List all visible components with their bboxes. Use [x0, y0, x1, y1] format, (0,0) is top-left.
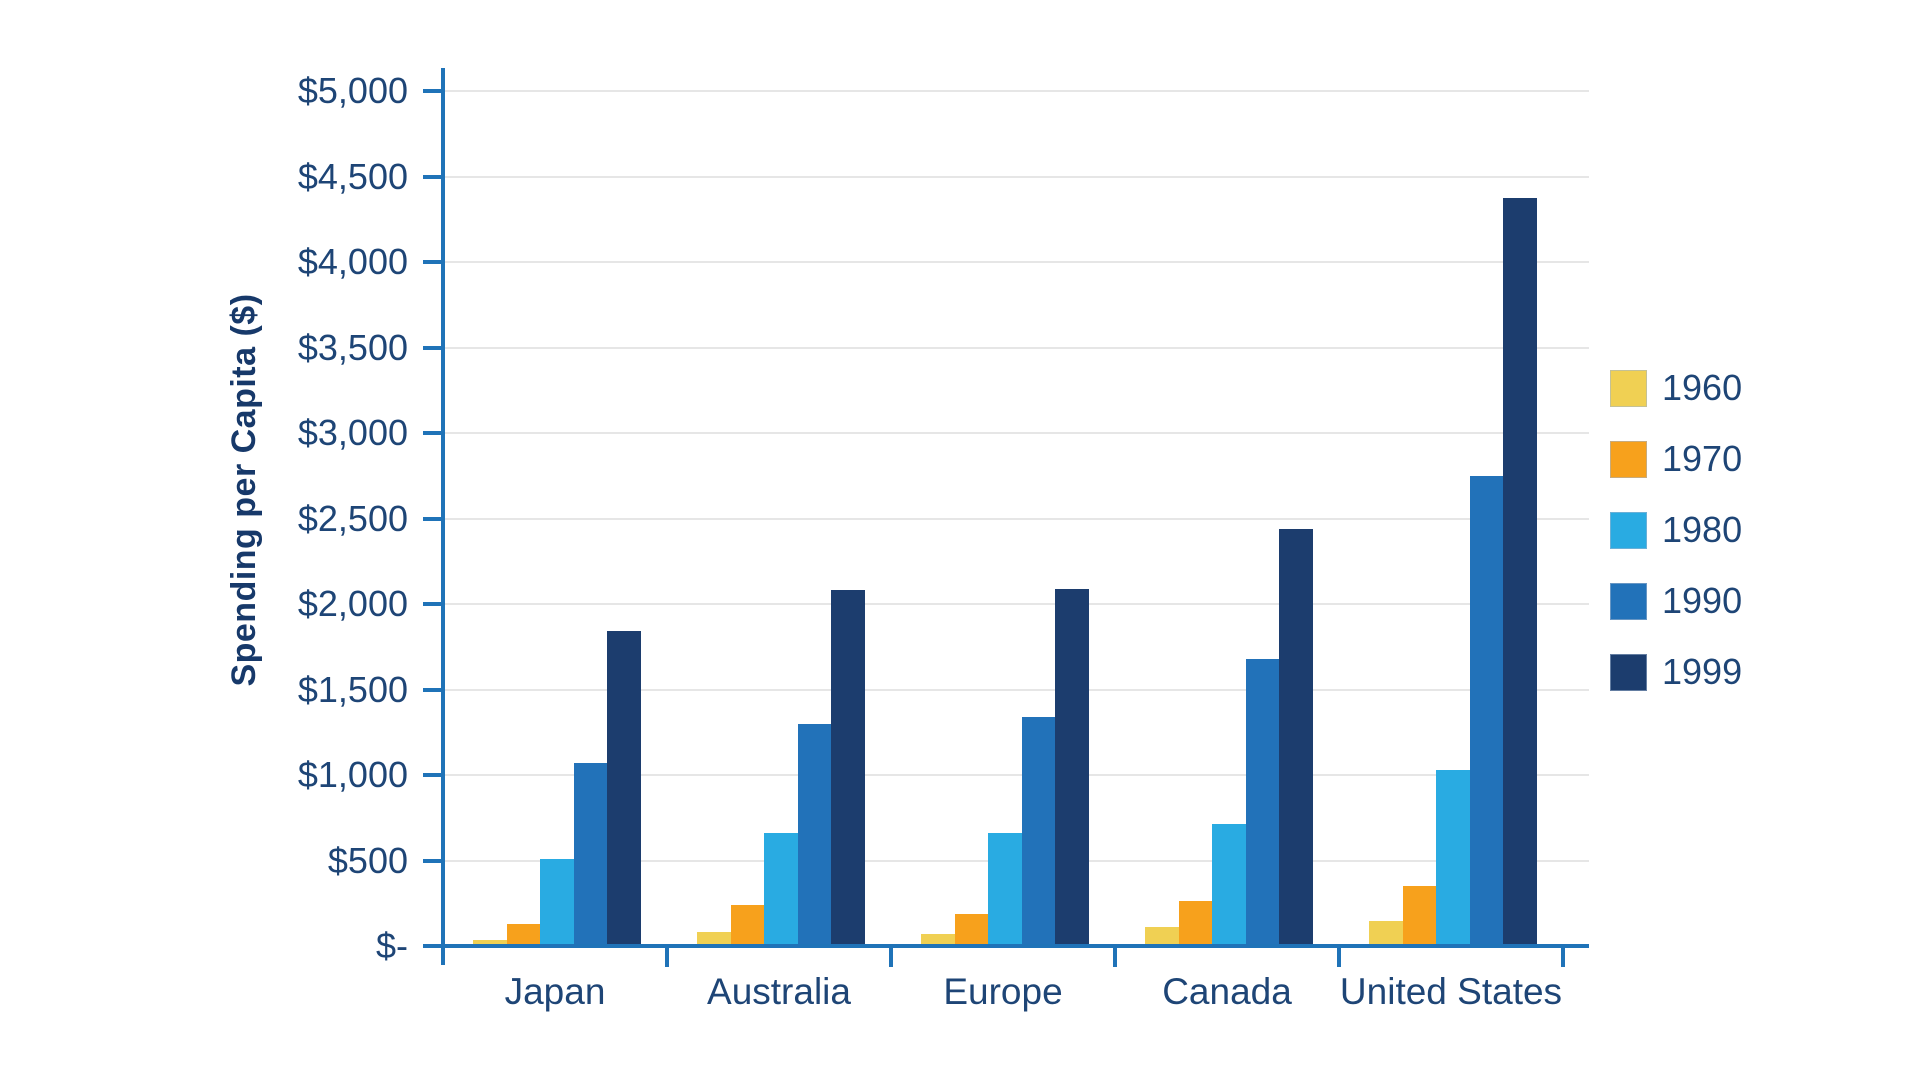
y-axis-tick: [423, 602, 441, 606]
y-axis-tick: [423, 516, 441, 521]
legend-swatch-1960: [1610, 370, 1647, 407]
category-label-europe: Europe: [943, 971, 1063, 1012]
x-axis-tick: [1113, 948, 1117, 967]
category-label-canada: Canada: [1162, 971, 1292, 1012]
y-axis-tick: [423, 431, 441, 435]
bar-australia-1990: [797, 723, 832, 946]
y-tick-label: $500: [327, 839, 408, 881]
y-tick-label: $3,500: [297, 326, 408, 368]
legend-label-1970: 1970: [1662, 438, 1743, 479]
bar-united-states-1960: [1369, 921, 1403, 946]
bar-australia-1980: [764, 833, 798, 946]
gridline: [443, 90, 1589, 92]
bar-europe-1980: [988, 833, 1022, 946]
y-tick-label: $-: [375, 925, 408, 966]
bar-japan-1990: [573, 763, 608, 946]
bar-japan-1980: [540, 858, 574, 946]
y-axis-tick: [423, 944, 441, 948]
bar-australia-1960: [697, 932, 731, 946]
x-axis-line: [441, 944, 1589, 948]
bar-canada-1999: [1279, 528, 1313, 946]
bar-united-states-1999: [1503, 197, 1537, 946]
category-label-australia: Australia: [707, 971, 851, 1012]
legend-label-1990: 1990: [1662, 580, 1743, 621]
bar-europe-1999: [1055, 588, 1089, 946]
bar-japan-1999: [607, 631, 641, 946]
y-axis-tick: [423, 89, 441, 93]
gridline: [443, 603, 1589, 605]
bar-canada-1990: [1245, 658, 1280, 946]
gridline: [443, 774, 1589, 776]
y-tick-label: $3,000: [297, 412, 408, 453]
legend-swatch-1970: [1610, 441, 1647, 478]
bar-japan-1970: [506, 923, 541, 946]
y-tick-label: $4,000: [297, 241, 408, 282]
y-axis-tick: [423, 773, 441, 777]
gridline: [443, 688, 1589, 691]
category-label-united-states: United States: [1339, 971, 1563, 1012]
x-axis-tick: [889, 948, 893, 967]
bar-australia-1999: [831, 590, 865, 946]
x-axis-tick: [665, 948, 669, 967]
y-axis-tick: [423, 858, 441, 863]
y-axis-line: [441, 68, 445, 965]
bar-japan-1960: [473, 940, 507, 946]
legend-swatch-1990: [1610, 583, 1647, 620]
gridline: [443, 346, 1589, 349]
gridline: [443, 517, 1589, 520]
y-tick-label: $5,000: [297, 70, 408, 111]
bar-australia-1970: [730, 904, 765, 946]
gridline: [443, 432, 1589, 434]
x-axis-tick: [1337, 948, 1341, 967]
category-label-japan: Japan: [504, 971, 606, 1012]
legend-label-1980: 1980: [1662, 509, 1743, 550]
y-tick-label: $2,500: [297, 497, 408, 539]
y-axis-tick: [423, 345, 441, 350]
bar-united-states-1980: [1436, 769, 1470, 946]
x-axis-tick: [1561, 948, 1565, 967]
y-axis-tick: [423, 260, 441, 264]
legend-swatch-1980: [1610, 512, 1647, 549]
gridline: [443, 175, 1589, 178]
bar-canada-1960: [1145, 927, 1179, 946]
bar-europe-1990: [1021, 716, 1056, 946]
y-tick-label: $2,000: [297, 583, 408, 624]
gridline: [443, 261, 1589, 263]
y-tick-label: $1,000: [297, 754, 408, 795]
bar-europe-1970: [954, 913, 989, 946]
bar-canada-1980: [1212, 823, 1246, 946]
bar-united-states-1990: [1469, 475, 1504, 946]
y-tick-label: $1,500: [297, 668, 408, 710]
legend-label-1960: 1960: [1662, 367, 1743, 408]
legend-swatch-1999: [1610, 654, 1647, 691]
y-tick-label: $4,500: [297, 155, 408, 197]
bar-canada-1970: [1178, 900, 1213, 946]
bar-united-states-1970: [1402, 886, 1437, 946]
bar-europe-1960: [921, 934, 955, 946]
legend-label-1999: 1999: [1662, 651, 1743, 692]
y-axis-tick: [423, 174, 441, 179]
y-axis-tick: [423, 687, 441, 692]
